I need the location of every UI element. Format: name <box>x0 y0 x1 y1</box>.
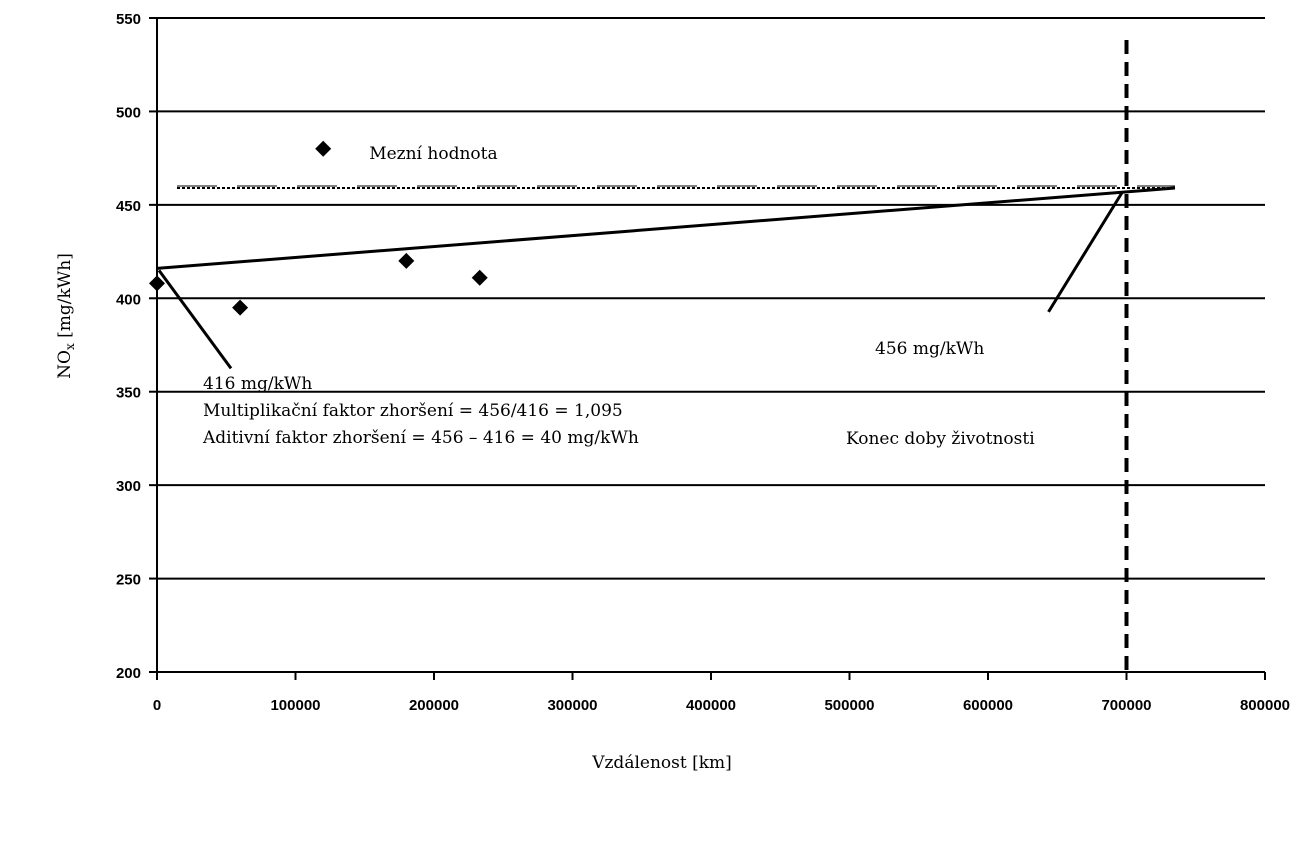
grid <box>149 17 1266 680</box>
x-tick-label: 400000 <box>686 697 736 714</box>
y-tick-label: 350 <box>116 385 141 402</box>
y-tick-labels: 200 250 300 350 400 450 500 550 <box>116 11 141 682</box>
x-tick-label: 0 <box>153 697 161 714</box>
x-tick-label: 800000 <box>1240 697 1290 714</box>
y-tick-label: 400 <box>116 291 141 308</box>
annotation-multiplicative-factor: Multiplikační faktor zhoršení = 456/416 … <box>203 401 623 421</box>
end-of-life-label: Konec doby životnosti <box>846 429 1035 449</box>
x-tick-labels: 0 100000 200000 300000 400000 500000 600000 700… <box>153 697 1290 714</box>
y-tick-label: 250 <box>116 572 141 589</box>
y-tick-label: 500 <box>116 104 141 121</box>
y-tick-label: 550 <box>116 11 141 28</box>
data-point <box>398 252 415 269</box>
axes <box>156 18 1265 673</box>
y-axis-title-sub: x <box>63 343 77 350</box>
annotation-start-value: 416 mg/kWh <box>203 374 312 394</box>
legend-marker-diamond <box>315 140 332 157</box>
y-axis-title-main: NO <box>55 350 75 379</box>
y-tick-label: 200 <box>116 665 141 682</box>
data-point <box>149 275 165 292</box>
x-tick-label: 100000 <box>270 697 320 714</box>
annotation-additive-factor: Aditivní faktor zhoršení = 456 – 416 = 4… <box>202 428 639 448</box>
y-tick-label: 300 <box>116 478 141 495</box>
y-tick-label: 450 <box>116 198 141 215</box>
legend: Mezní hodnota <box>315 140 498 164</box>
x-tick-label: 300000 <box>547 697 597 714</box>
chart-lines <box>156 40 1176 672</box>
y-axis-title-unit: [mg/kWh] <box>55 253 75 343</box>
callout-end <box>1047 191 1124 313</box>
y-axis-title: NOx [mg/kWh] <box>55 253 77 379</box>
trend-line <box>156 186 1176 270</box>
x-tick-label: 500000 <box>824 697 874 714</box>
callout-start <box>157 269 233 370</box>
data-point <box>232 299 249 316</box>
data-points <box>149 252 488 316</box>
x-tick-label: 600000 <box>963 697 1013 714</box>
x-tick-label: 200000 <box>409 697 459 714</box>
x-axis-title: Vzdálenost [km] <box>591 753 732 773</box>
annotation-end-value: 456 mg/kWh <box>875 339 984 359</box>
legend-label: Mezní hodnota <box>369 144 497 164</box>
data-point <box>471 269 488 286</box>
x-tick-label: 700000 <box>1101 697 1151 714</box>
